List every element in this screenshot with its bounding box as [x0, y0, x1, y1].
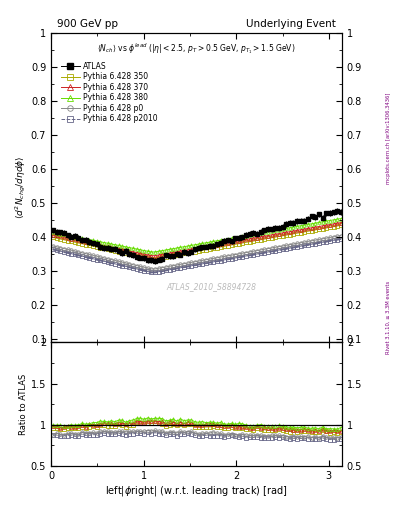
Text: 900 GeV pp: 900 GeV pp — [57, 19, 118, 29]
Y-axis label: $\langle d^2 N_{chg}/d\eta d\phi \rangle$: $\langle d^2 N_{chg}/d\eta d\phi \rangle… — [14, 156, 28, 220]
Text: Underlying Event: Underlying Event — [246, 19, 336, 29]
Y-axis label: Ratio to ATLAS: Ratio to ATLAS — [19, 373, 28, 435]
Legend: ATLAS, Pythia 6.428 350, Pythia 6.428 370, Pythia 6.428 380, Pythia 6.428 p0, Py: ATLAS, Pythia 6.428 350, Pythia 6.428 37… — [58, 59, 161, 126]
X-axis label: left$|\phi$right$|$ (w.r.t. leading track) [rad]: left$|\phi$right$|$ (w.r.t. leading trac… — [105, 483, 288, 498]
Text: $\langle N_{ch}\rangle$ vs $\phi^{lead}$ ($|\eta| < 2.5$, $p_T > 0.5$ GeV, $p_{T: $\langle N_{ch}\rangle$ vs $\phi^{lead}$… — [97, 41, 296, 56]
Text: Rivet 3.1.10, ≥ 3.3M events: Rivet 3.1.10, ≥ 3.3M events — [386, 281, 391, 354]
Text: ATLAS_2010_S8894728: ATLAS_2010_S8894728 — [166, 282, 256, 291]
Text: mcplots.cern.ch [arXiv:1306.3436]: mcplots.cern.ch [arXiv:1306.3436] — [386, 93, 391, 184]
